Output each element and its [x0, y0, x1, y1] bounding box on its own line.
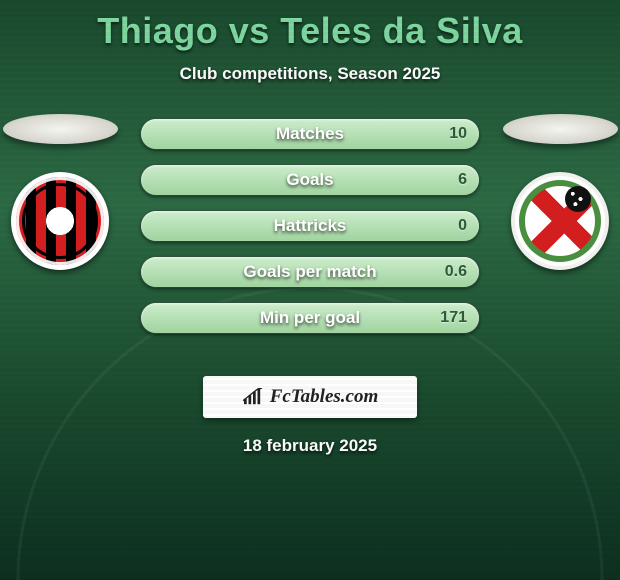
stat-label: Goals per match [141, 262, 479, 282]
stat-label: Hattricks [141, 216, 479, 236]
stat-right-value: 0.6 [445, 263, 467, 281]
stat-row-matches: Matches 10 [140, 118, 480, 150]
bar-chart-icon [242, 388, 264, 406]
stat-row-min-per-goal: Min per goal 171 [140, 302, 480, 334]
stat-right-value: 10 [449, 125, 467, 143]
player-right-slot [500, 114, 620, 270]
stat-row-hattricks: Hattricks 0 [140, 210, 480, 242]
stat-label: Min per goal [141, 308, 479, 328]
brand-box[interactable]: FcTables.com [203, 376, 417, 418]
stat-row-goals-per-match: Goals per match 0.6 [140, 256, 480, 288]
player-right-club-crest [511, 172, 609, 270]
stat-label: Goals [141, 170, 479, 190]
brand-text: FcTables.com [270, 386, 379, 408]
page-title: Thiago vs Teles da Silva [0, 0, 620, 52]
footer-date: 18 february 2025 [0, 436, 620, 456]
subtitle: Club competitions, Season 2025 [0, 64, 620, 84]
stat-right-value: 6 [458, 171, 467, 189]
stat-right-value: 171 [440, 309, 467, 327]
comparison-arena: Matches 10 Goals 6 Hattricks 0 Goals per… [0, 114, 620, 354]
stat-label: Matches [141, 124, 479, 144]
player-left-club-crest [11, 172, 109, 270]
stats-list: Matches 10 Goals 6 Hattricks 0 Goals per… [140, 118, 480, 334]
stat-right-value: 0 [458, 217, 467, 235]
player-left-slot [0, 114, 120, 270]
player-left-photo-placeholder [3, 114, 118, 144]
stat-row-goals: Goals 6 [140, 164, 480, 196]
player-right-photo-placeholder [503, 114, 618, 144]
